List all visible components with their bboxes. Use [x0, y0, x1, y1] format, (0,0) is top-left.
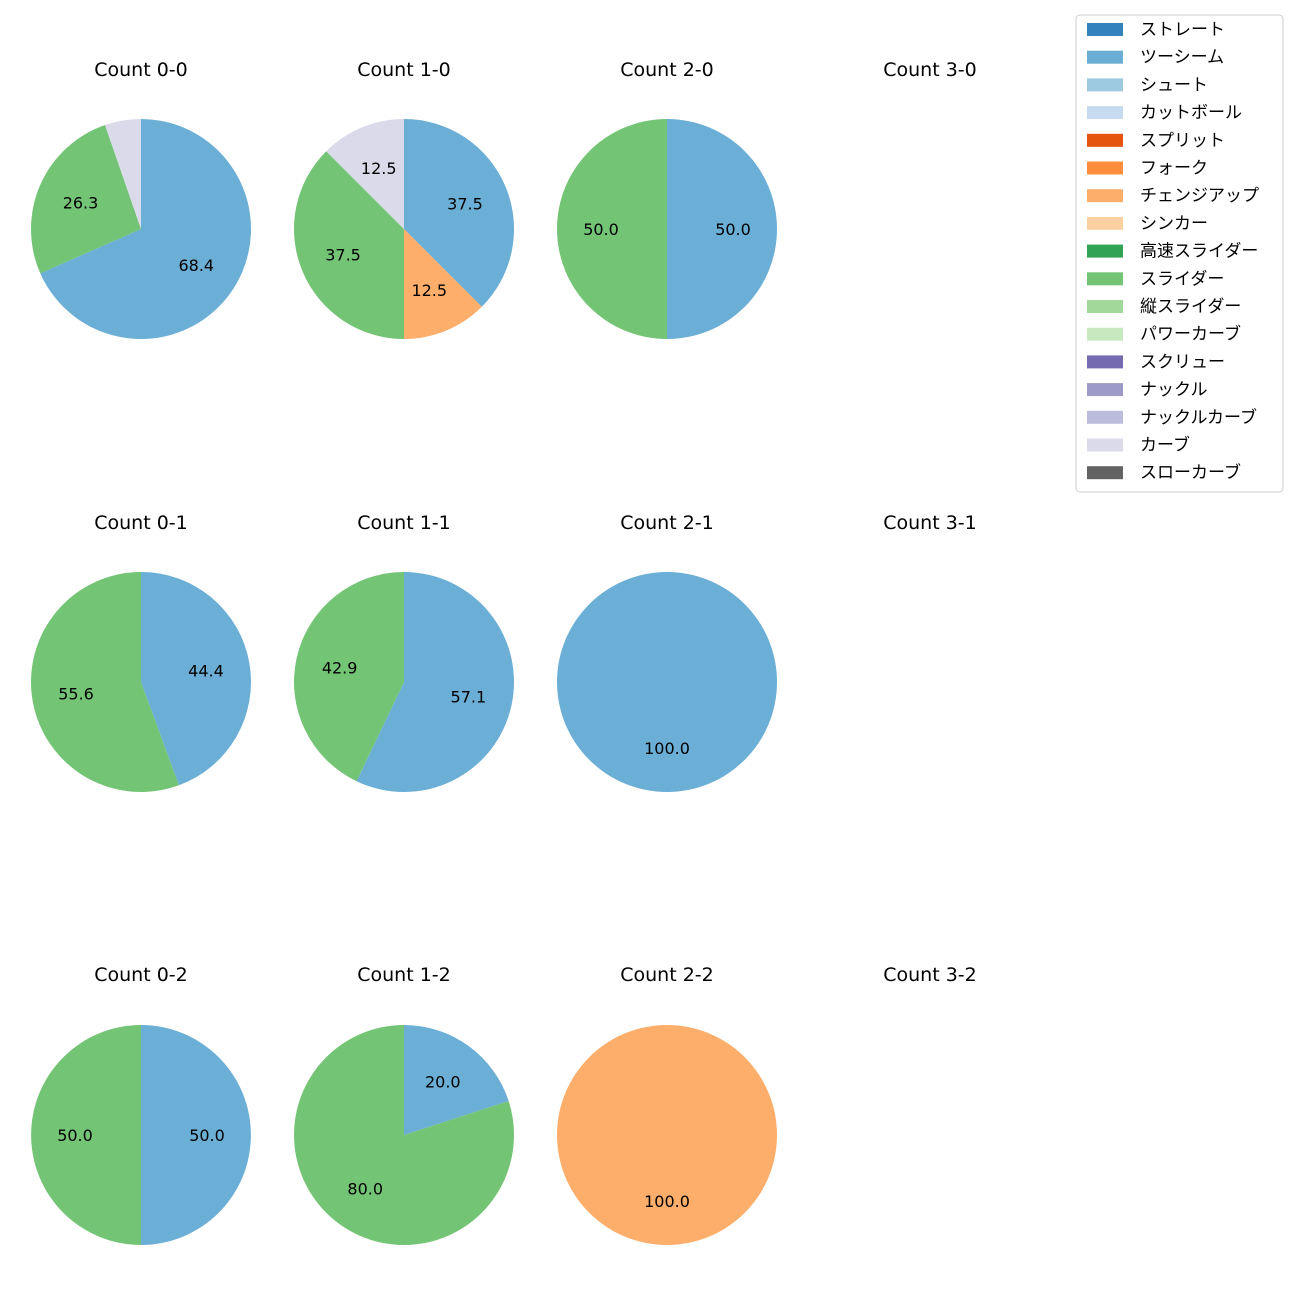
panel-title: Count 3-1 — [883, 512, 977, 534]
pie-slice — [667, 119, 777, 339]
pie-slice — [141, 572, 252, 786]
legend-label: パワーカーブ — [1140, 324, 1241, 345]
pie-slice — [404, 1025, 509, 1135]
pie-panel: Count 0-2 50.0 50.0 — [31, 964, 251, 1245]
legend-label: 高速スライダー — [1140, 242, 1258, 262]
slice-label: 57.1 — [451, 688, 487, 707]
legend-label: シンカー — [1140, 214, 1208, 234]
pie-slice — [404, 229, 482, 339]
panel-title: Count 0-2 — [94, 964, 188, 986]
legend-swatch — [1087, 161, 1123, 175]
legend-swatch — [1087, 466, 1123, 480]
legend-swatch — [1087, 23, 1123, 36]
legend-swatch — [1087, 189, 1123, 203]
legend-frame — [1075, 14, 1284, 493]
slice-label: 37.5 — [447, 195, 483, 214]
pie-panel: Count 1-0 37.5 12.5 37.5 12.5 — [294, 59, 514, 339]
slice-label: 100.0 — [644, 739, 690, 758]
pie-slice — [404, 119, 514, 307]
pie-slice — [31, 1025, 141, 1245]
pie-panel: Count 2-1 100.0 — [557, 512, 777, 792]
legend-swatch — [1087, 216, 1123, 230]
legend-swatch — [1087, 244, 1123, 258]
legend: ストレートツーシームシュートカットボールスプリットフォークチェンジアップシンカー… — [1075, 14, 1284, 493]
panel-title: Count 2-2 — [620, 964, 714, 986]
legend-label: カーブ — [1140, 435, 1190, 456]
slice-label: 50.0 — [583, 220, 619, 239]
pie-slice — [557, 572, 777, 792]
panel-title: Count 2-0 — [620, 59, 714, 81]
pie-panel: Count 3-2 — [883, 964, 977, 986]
pie-slice — [557, 119, 667, 339]
panel-title: Count 0-1 — [94, 512, 188, 534]
slice-label: 50.0 — [57, 1126, 93, 1145]
slice-label: 12.5 — [361, 159, 397, 178]
slice-label: 44.4 — [188, 661, 224, 680]
legend-label: シュート — [1140, 75, 1208, 95]
pie-slice — [30, 125, 141, 274]
legend-label: カットボール — [1140, 103, 1242, 123]
legend-swatch — [1087, 106, 1123, 120]
legend-swatch — [1087, 383, 1123, 397]
legend-label: スクリュー — [1140, 352, 1225, 372]
legend-label: チェンジアップ — [1140, 186, 1259, 206]
legend-swatch — [1087, 438, 1123, 452]
legend-label: スローカーブ — [1140, 462, 1241, 483]
panel-title: Count 2-1 — [620, 512, 714, 534]
legend-swatch — [1087, 272, 1123, 286]
panel-title: Count 0-0 — [94, 59, 188, 81]
pie-slice — [326, 119, 404, 229]
pie-slice — [105, 119, 141, 229]
pie-panel: Count 0-1 44.4 55.6 — [31, 512, 252, 792]
pie-panel: Count 2-2 100.0 — [557, 964, 777, 1245]
panel-title: Count 3-2 — [883, 964, 977, 986]
legend-swatch — [1087, 78, 1123, 92]
legend-label: フォーク — [1140, 159, 1208, 179]
pie-slice — [141, 1025, 251, 1245]
legend-label: ナックル — [1140, 380, 1208, 400]
pie-panel: Count 0-0 68.4 26.3 — [30, 59, 251, 339]
panel-title: Count 3-0 — [883, 59, 977, 81]
slice-label: 68.4 — [178, 256, 214, 275]
pie-panel: Count 1-1 57.1 42.9 — [294, 512, 514, 792]
pie-panel: Count 3-1 — [883, 512, 977, 534]
pie-slice — [31, 572, 179, 792]
slice-label: 42.9 — [322, 658, 358, 677]
legend-label: 縦スライダー — [1140, 297, 1241, 317]
legend-label: ナックルカーブ — [1140, 407, 1257, 428]
slice-label: 37.5 — [325, 245, 361, 264]
slice-label: 55.6 — [58, 685, 94, 704]
slice-label: 80.0 — [347, 1179, 383, 1198]
pie-panel: Count 1-2 20.0 80.0 — [293, 964, 514, 1245]
pie-panel: Count 3-0 — [883, 59, 977, 81]
panel-title: Count 1-1 — [357, 512, 451, 534]
legend-swatch — [1087, 327, 1123, 341]
panel-title: Count 1-0 — [357, 59, 451, 81]
slice-label: 50.0 — [715, 220, 751, 239]
slice-label: 20.0 — [425, 1073, 461, 1092]
slice-label: 100.0 — [644, 1192, 690, 1211]
pie-slice — [40, 119, 251, 339]
legend-label: ツーシーム — [1140, 48, 1224, 68]
legend-label: スライダー — [1140, 269, 1224, 289]
pie-slice — [293, 1025, 514, 1245]
legend-swatch — [1087, 300, 1123, 313]
slice-label: 50.0 — [189, 1126, 225, 1145]
legend-swatch — [1087, 355, 1123, 369]
slice-label: 12.5 — [411, 281, 447, 300]
pie-slice — [294, 151, 404, 339]
panel-title: Count 1-2 — [357, 964, 451, 986]
legend-label: スプリット — [1140, 131, 1225, 151]
pie-slice — [294, 572, 404, 782]
legend-swatch — [1087, 133, 1123, 147]
pie-slice — [557, 1025, 777, 1245]
pie-panel: Count 2-0 50.0 50.0 — [557, 59, 777, 339]
legend-swatch — [1087, 50, 1123, 64]
legend-swatch — [1087, 410, 1123, 424]
legend-label: ストレート — [1140, 20, 1225, 40]
slice-label: 26.3 — [63, 194, 99, 213]
pie-slice — [356, 572, 514, 792]
